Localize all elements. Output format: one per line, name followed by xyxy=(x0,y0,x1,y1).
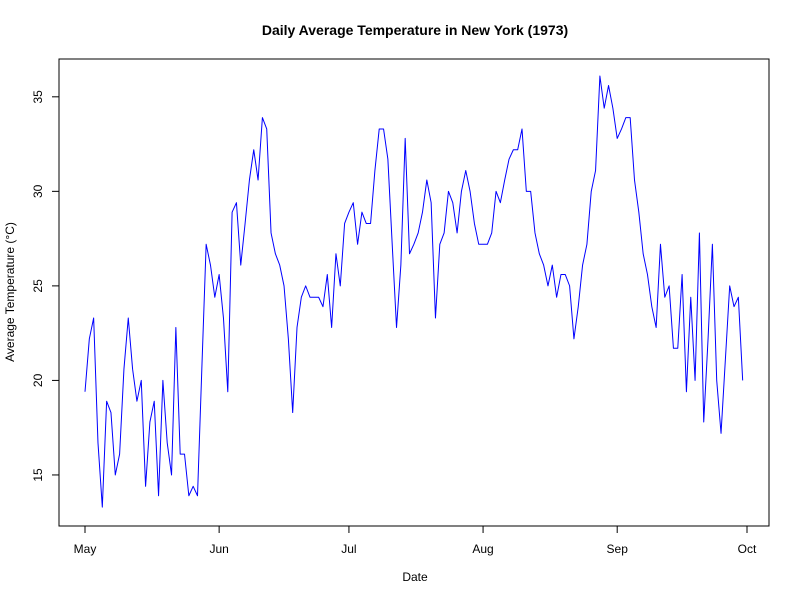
y-tick-label: 25 xyxy=(31,279,45,293)
x-tick-label: Oct xyxy=(738,542,757,556)
y-tick-label: 15 xyxy=(31,468,45,482)
plot-frame xyxy=(58,58,770,527)
x-tick-label: Sep xyxy=(607,542,629,556)
y-tick-label: 20 xyxy=(31,373,45,387)
x-tick-label: Jun xyxy=(209,542,228,556)
y-tick-label: 30 xyxy=(31,184,45,198)
x-axis-label: Date xyxy=(402,570,428,584)
temperature-series-line xyxy=(84,75,744,508)
series-layer xyxy=(84,75,744,508)
x-tick-label: Jul xyxy=(341,542,356,556)
y-tick-label: 35 xyxy=(31,90,45,104)
x-tick-label: May xyxy=(74,542,97,556)
x-axis: May Jun Jul Aug Sep Oct xyxy=(74,525,757,556)
x-tick-label: Aug xyxy=(472,542,493,556)
y-axis-label: Average Temperature (°C) xyxy=(3,222,17,362)
y-axis: 15 20 25 30 35 xyxy=(31,90,60,482)
chart-title: Daily Average Temperature in New York (1… xyxy=(262,22,568,38)
